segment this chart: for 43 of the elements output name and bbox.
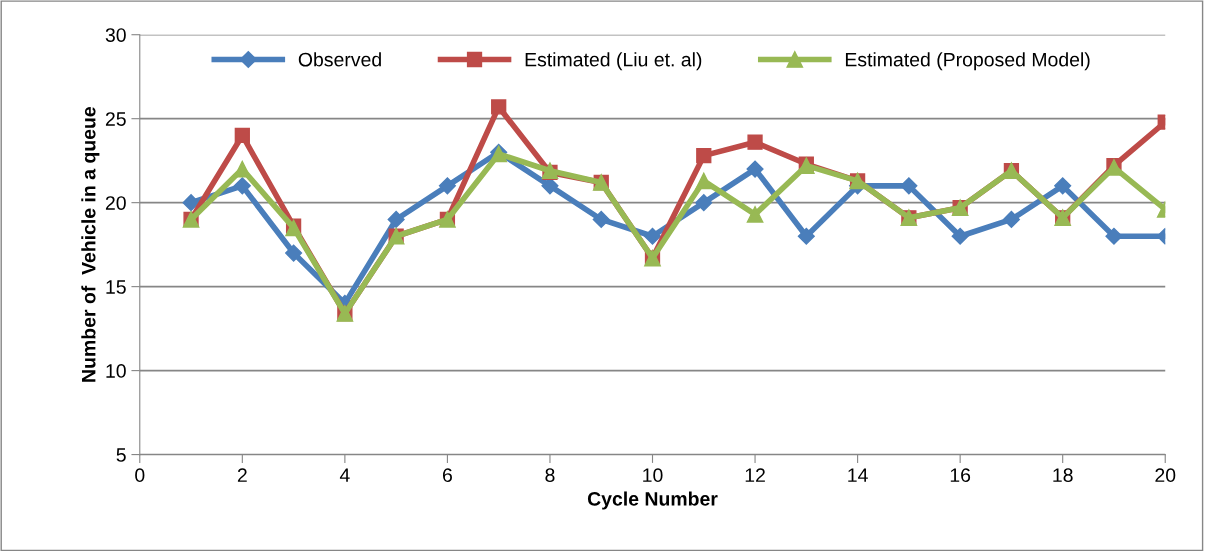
point [233, 177, 251, 195]
x-tick-label: 2 [237, 468, 247, 482]
x-tick-label: 6 [443, 468, 452, 483]
point [696, 147, 712, 164]
point [1054, 177, 1072, 195]
point [695, 194, 713, 212]
point [491, 99, 507, 115]
y-tick-label: 30 [105, 28, 126, 42]
x-tick-label: 4 [339, 468, 350, 482]
point [234, 127, 250, 144]
point [387, 210, 405, 229]
y-tick-label: 5 [116, 448, 126, 462]
x-tick-label: 20 [1155, 468, 1176, 483]
point [746, 160, 764, 178]
point [1105, 227, 1123, 245]
x-tick-label: 10 [643, 468, 663, 483]
y-tick-label: 20 [105, 196, 126, 210]
y-tick-label: 25 [105, 112, 126, 126]
point [182, 194, 200, 212]
x-tick-label: 18 [1053, 468, 1073, 483]
x-tick-label: 0 [135, 468, 145, 483]
x-axis-title: Cycle Number [587, 491, 718, 510]
legend-label: Estimated (Liu et. al) [525, 52, 702, 71]
point [900, 177, 918, 195]
point [643, 227, 662, 245]
x-tick-label: 8 [545, 468, 555, 483]
point [797, 227, 815, 245]
legend-label: Estimated (Proposed Model) [845, 52, 1090, 71]
x-tick-label: 12 [745, 468, 765, 482]
y-tick-label: 10 [106, 364, 126, 378]
legend-label: Observed [298, 52, 381, 67]
y-axis-title: Number of Vehicle in a queue [81, 106, 100, 382]
point [951, 227, 969, 245]
point [695, 172, 713, 190]
point [747, 134, 763, 150]
point [1002, 210, 1020, 229]
point [285, 244, 303, 262]
point [438, 177, 456, 195]
point [746, 206, 764, 223]
x-tick-label: 14 [848, 468, 868, 482]
y-tick-label: 15 [106, 280, 126, 294]
point [592, 210, 610, 229]
x-tick-label: 16 [950, 468, 971, 483]
